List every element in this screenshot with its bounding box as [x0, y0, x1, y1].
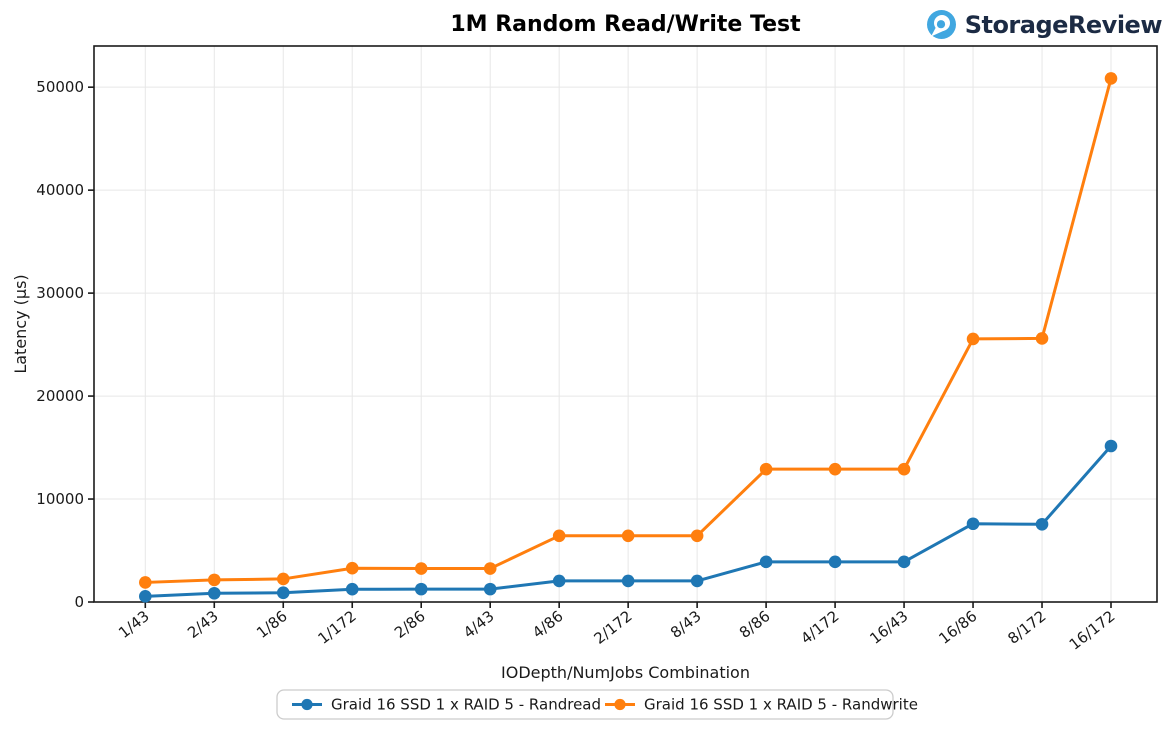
- data-point: [552, 529, 566, 543]
- data-point: [345, 561, 359, 575]
- storagereview-logo: StorageReview: [925, 8, 1163, 41]
- data-point: [1104, 439, 1118, 453]
- x-tick-label: 2/43: [184, 607, 222, 642]
- data-point: [414, 562, 428, 575]
- x-tick-label: 4/86: [529, 607, 567, 642]
- y-tick-label: 20000: [36, 387, 84, 405]
- data-point: [828, 555, 842, 569]
- data-point: [276, 572, 290, 586]
- data-point: [483, 562, 497, 575]
- data-point: [1035, 517, 1049, 531]
- data-point: [345, 582, 359, 596]
- data-point: [207, 586, 221, 600]
- legend-label: Graid 16 SSD 1 x RAID 5 - Randwrite: [644, 696, 918, 714]
- x-tick-label: 4/172: [797, 607, 842, 648]
- chart-title: 1M Random Read/Write Test: [450, 12, 801, 37]
- data-point: [897, 555, 911, 569]
- data-point: [414, 582, 428, 596]
- legend-marker-dot: [301, 698, 313, 711]
- x-tick-label: 16/172: [1066, 607, 1119, 654]
- y-tick-label: 0: [74, 593, 84, 611]
- data-point: [621, 529, 635, 543]
- data-point: [966, 517, 980, 531]
- data-point: [207, 573, 221, 587]
- data-point: [1035, 332, 1049, 345]
- x-tick-label: 16/43: [866, 607, 911, 648]
- y-tick-label: 40000: [36, 181, 84, 199]
- data-point: [552, 574, 566, 588]
- x-tick-label: 1/86: [253, 607, 291, 642]
- plot-border: [93, 45, 1158, 603]
- data-point: [966, 332, 980, 346]
- data-point: [690, 529, 704, 543]
- data-point: [621, 574, 635, 588]
- y-tick-label: 50000: [36, 78, 84, 96]
- data-point: [690, 574, 704, 588]
- x-tick-label: 1/43: [115, 607, 153, 642]
- data-point: [483, 582, 497, 596]
- data-point: [1104, 72, 1118, 85]
- legend-box: [276, 689, 894, 720]
- data-point: [828, 462, 842, 476]
- x-tick-label: 8/172: [1004, 607, 1049, 648]
- legend-marker-dot: [614, 698, 626, 711]
- x-axis-label: IODepth/NumJobs Combination: [501, 663, 750, 682]
- storagereview-logo-icon: [925, 8, 958, 41]
- x-tick-label: 8/43: [667, 607, 705, 642]
- storagereview-logo-text: StorageReview: [964, 10, 1163, 39]
- x-tick-label: 2/172: [590, 607, 635, 648]
- data-point: [759, 462, 773, 476]
- data-point: [759, 555, 773, 569]
- y-axis-label: Latency (µs): [11, 274, 30, 373]
- x-tick-label: 4/43: [460, 607, 498, 642]
- data-point: [139, 576, 152, 589]
- data-point: [897, 462, 911, 476]
- x-tick-label: 2/86: [391, 607, 429, 642]
- x-tick-label: 16/86: [935, 607, 980, 648]
- y-tick-label: 10000: [36, 490, 84, 508]
- legend-label: Graid 16 SSD 1 x RAID 5 - Randread: [331, 696, 601, 714]
- y-tick-label: 30000: [36, 284, 84, 302]
- x-tick-label: 1/172: [315, 607, 360, 648]
- data-point: [276, 586, 290, 600]
- data-point: [139, 590, 152, 603]
- x-tick-label: 8/86: [736, 607, 774, 642]
